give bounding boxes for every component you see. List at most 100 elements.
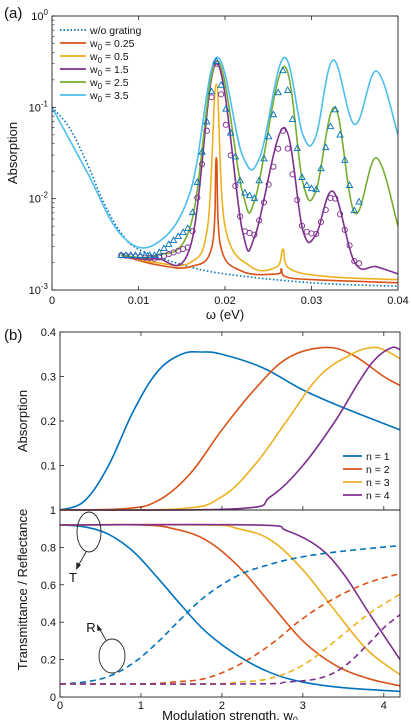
marker-triangle-4-4 <box>136 251 144 258</box>
series-line-a-1 <box>120 157 398 284</box>
marker-circle-3-18 <box>203 127 210 134</box>
legend-a-entry-2: w0 = 0.5 <box>89 51 129 65</box>
annotation-t-arrowhead <box>76 562 81 570</box>
x-axis-label-c: Modulation strength, w0 <box>162 708 298 720</box>
marker-triangle-4-22 <box>222 104 230 112</box>
marker-circle-3-49 <box>351 258 358 265</box>
marker-triangle-4-44 <box>326 122 335 130</box>
marker-circle-3-19 <box>208 94 215 101</box>
annotation-t-ellipse <box>76 511 102 553</box>
marker-circle-3-30 <box>260 199 267 206</box>
panel-b-series <box>59 346 401 511</box>
marker-circle-3-50 <box>356 260 363 267</box>
marker-triangle-4-41 <box>312 185 321 193</box>
marker-triangle-4-19 <box>207 87 216 95</box>
panel-c-series <box>59 523 401 693</box>
marker-triangle-4-36 <box>288 115 297 122</box>
legend-b: n = 1n = 2n = 3n = 4 <box>343 451 390 502</box>
marker-circle-3-29 <box>256 217 263 224</box>
x-tick-label-c-4: 4 <box>381 700 387 712</box>
legend-a-entry-0: w/o grating <box>89 25 142 37</box>
marker-circle-3-45 <box>332 195 339 202</box>
panel-a-series <box>52 56 398 288</box>
panel-label-b: (b) <box>4 327 22 344</box>
y-tick-label-b-2: 0.2 <box>41 416 56 428</box>
x-tick-label-a-0: 0 <box>49 295 55 307</box>
legend-b-entry-2: n = 3 <box>366 477 390 489</box>
marker-circle-3-37 <box>294 196 301 204</box>
marker-triangle-4-32 <box>269 110 278 118</box>
marker-triangle-4-25 <box>236 176 244 184</box>
marker-triangle-4-0 <box>117 251 125 258</box>
marker-triangle-4-46 <box>336 130 344 138</box>
x-tick-label-a-3: 0.03 <box>301 295 322 307</box>
series-line-c-3 <box>59 523 401 661</box>
y-tick-label-b-3: 0.3 <box>41 372 56 384</box>
annotation-t-label: T <box>69 570 77 585</box>
y-tick-label-a-2: 10-1 <box>29 99 49 114</box>
marker-triangle-4-29 <box>255 176 263 184</box>
y-axis-label-a: Absorption <box>5 122 20 184</box>
x-tick-label-a-1: 0.01 <box>128 295 149 307</box>
marker-circle-3-21 <box>218 91 225 98</box>
marker-circle-3-32 <box>270 163 277 170</box>
series-line-c-1 <box>59 523 401 687</box>
y-tick-label-c-2: 0.4 <box>41 617 56 629</box>
marker-triangle-4-2 <box>126 251 135 258</box>
y-tick-label-a-1: 10-2 <box>29 191 49 206</box>
marker-triangle-4-18 <box>203 117 211 125</box>
marker-circle-3-41 <box>313 230 320 237</box>
marker-triangle-4-8 <box>155 248 164 256</box>
y-tick-label-c-3: 0.6 <box>41 580 56 592</box>
marker-triangle-4-49 <box>350 206 359 214</box>
marker-circle-3-22 <box>222 121 229 128</box>
marker-triangle-4-50 <box>355 197 363 205</box>
marker-triangle-4-27 <box>245 191 254 199</box>
marker-triangle-4-20 <box>212 57 221 64</box>
marker-triangle-4-26 <box>241 188 249 196</box>
marker-triangle-4-14 <box>184 224 192 231</box>
series-line-c-7 <box>59 614 401 685</box>
series-line-a-2 <box>121 83 398 281</box>
marker-triangle-4-38 <box>298 173 306 180</box>
y-tick-label-c-5: 1 <box>50 505 56 517</box>
marker-triangle-4-43 <box>322 143 330 151</box>
legend-a-entry-1: w0 = 0.25 <box>89 38 135 52</box>
marker-circle-3-25 <box>237 213 244 220</box>
y-tick-label-c-4: 0.8 <box>41 542 56 554</box>
marker-triangle-4-1 <box>122 251 130 258</box>
marker-circle-3-33 <box>275 145 282 152</box>
x-tick-label-c-3: 3 <box>300 700 306 712</box>
x-tick-label-c-0: 0 <box>57 700 63 712</box>
marker-triangle-4-39 <box>302 181 311 188</box>
marker-triangle-4-42 <box>317 164 325 172</box>
marker-triangle-4-30 <box>260 154 268 162</box>
x-tick-label-a-2: 0.02 <box>214 295 235 307</box>
marker-circle-3-47 <box>341 226 348 233</box>
marker-triangle-4-33 <box>274 88 282 96</box>
marker-triangle-4-6 <box>145 251 154 258</box>
marker-triangle-4-23 <box>226 128 235 136</box>
marker-triangle-4-35 <box>283 86 292 93</box>
series-line-b-2 <box>59 346 401 511</box>
annotation-r-ellipse <box>98 638 126 674</box>
panel-b-axes-box <box>59 331 401 511</box>
x-axis-label-a: ω (eV) <box>206 307 244 322</box>
marker-triangle-4-9 <box>160 244 168 252</box>
marker-triangle-4-13 <box>179 228 187 235</box>
marker-circle-3-15 <box>189 228 196 235</box>
marker-triangle-4-34 <box>279 66 287 74</box>
marker-triangle-4-45 <box>331 105 340 113</box>
y-tick-label-c-0: 0 <box>50 692 56 704</box>
marker-circle-3-48 <box>346 242 353 249</box>
annotation-r-label: R <box>86 620 95 635</box>
marker-triangle-4-10 <box>165 240 173 248</box>
x-tick-label-a-4: 0.04 <box>387 295 408 307</box>
series-line-c-2 <box>59 523 401 676</box>
series-line-c-4 <box>59 544 401 685</box>
legend-a-entry-3: w0 = 1.5 <box>89 64 129 78</box>
marker-triangle-4-16 <box>193 178 202 185</box>
y-tick-label-b-1: 0.1 <box>41 461 56 473</box>
y-axis-label-c: Transmittance / Reflectance <box>15 509 30 670</box>
